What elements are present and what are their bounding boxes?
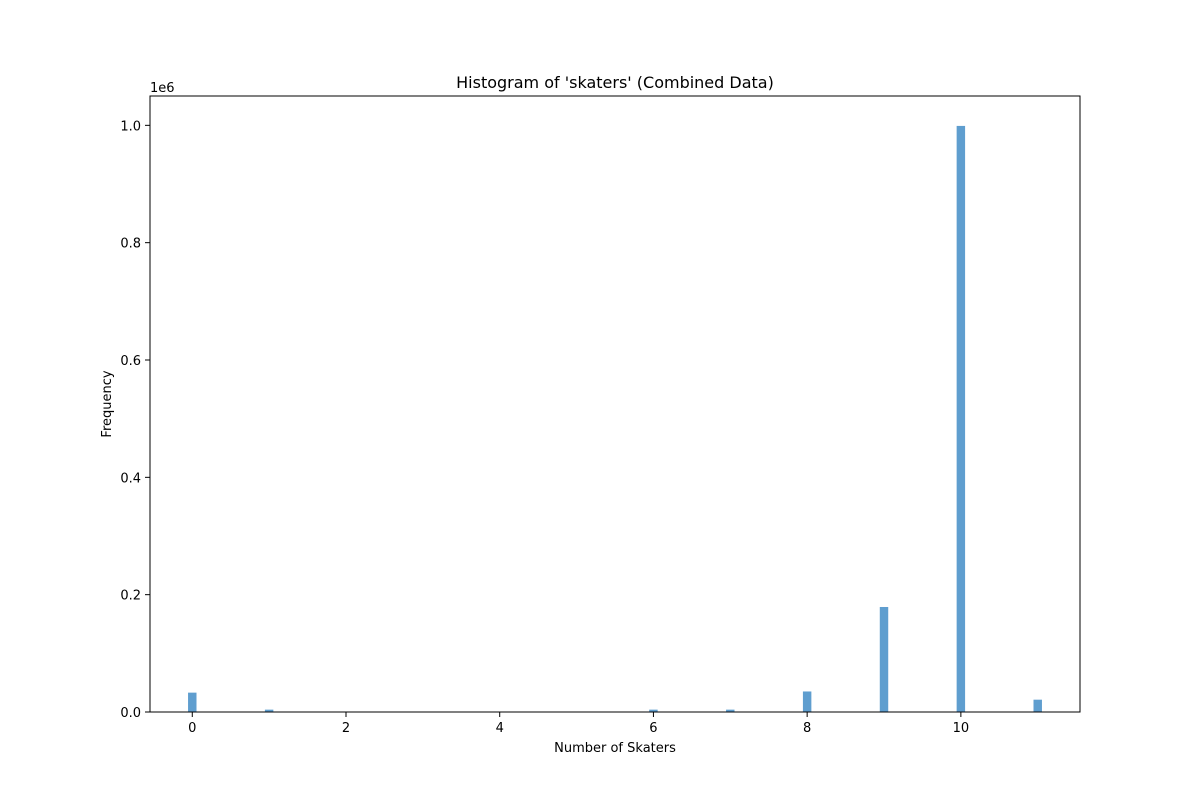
- x-tick-label: 8: [803, 721, 811, 736]
- y-tick-label: 1.0: [120, 119, 141, 134]
- bars-layer: [188, 125, 1042, 713]
- x-tick-label: 10: [953, 721, 970, 736]
- histogram-bar-1: [264, 709, 274, 712]
- histogram-bar-6: [649, 709, 658, 712]
- plot-frame: [149, 95, 1081, 713]
- y-tick-label: 0.2: [120, 589, 141, 604]
- x-tick-label: 2: [342, 721, 350, 736]
- y-offset-text: 1e6: [150, 81, 175, 96]
- y-axis-label: Frequency: [100, 370, 115, 437]
- y-axis: 0.0 0.2 0.4 0.6 0.8 1.0: [120, 119, 150, 721]
- histogram-bar-10: [956, 125, 966, 713]
- x-tick-label: 0: [188, 721, 196, 736]
- x-axis: 0 2 4 6 8 10: [188, 712, 969, 736]
- histogram-bar-11: [1033, 699, 1042, 712]
- histogram-bar-8: [802, 691, 812, 712]
- y-tick-label: 0.4: [120, 471, 141, 486]
- chart-title: Histogram of 'skaters' (Combined Data): [456, 73, 774, 92]
- x-tick-label: 6: [649, 721, 657, 736]
- y-tick-label: 0.0: [120, 706, 141, 721]
- y-tick-label: 0.8: [120, 237, 141, 252]
- histogram-bar-0: [188, 692, 197, 712]
- histogram-bar-7: [726, 709, 735, 712]
- x-axis-label: Number of Skaters: [554, 741, 676, 756]
- y-tick-label: 0.6: [120, 354, 141, 369]
- histogram-bar-9: [879, 606, 889, 712]
- x-tick-label: 4: [496, 721, 504, 736]
